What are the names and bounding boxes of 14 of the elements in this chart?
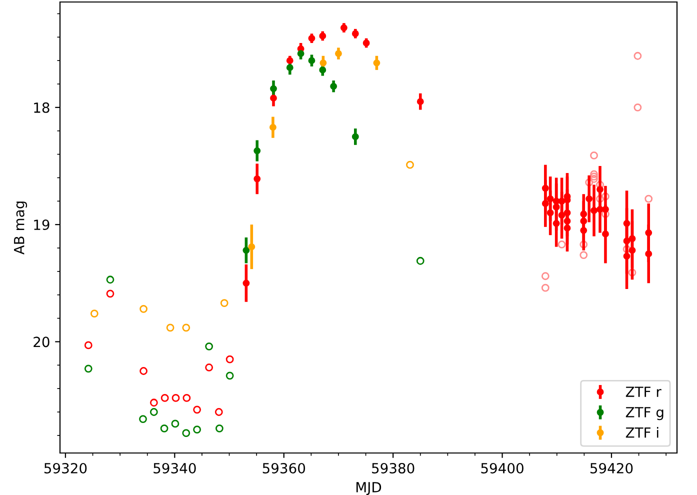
x-tick-label: 59420: [590, 462, 633, 474]
y-tick-label: 18: [34, 102, 50, 113]
x-tick-label: 59320: [44, 462, 87, 474]
x-tick-label: 59380: [372, 462, 414, 474]
legend-label: ZTF g: [626, 407, 664, 420]
y-tick-label: 19: [34, 220, 50, 230]
x-tick-label: 59340: [154, 462, 196, 474]
y-tick-label: 20: [34, 336, 50, 348]
x-tick-label: 59360: [262, 462, 306, 474]
legend-label: ZTF r: [626, 386, 662, 397]
x-axis-title: MJD: [356, 482, 382, 495]
x-tick-label: 59400: [481, 462, 524, 474]
y-axis-title: AB mag: [14, 202, 28, 255]
legend-label: ZTF i: [626, 427, 658, 438]
